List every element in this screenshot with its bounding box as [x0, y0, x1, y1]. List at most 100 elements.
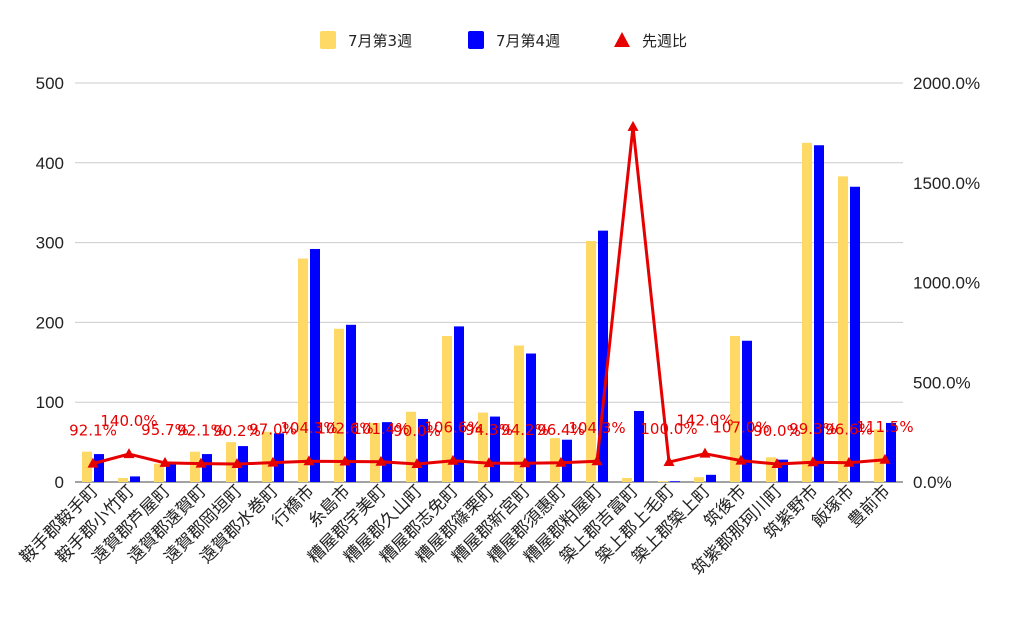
bar-week4: [886, 422, 896, 482]
bar-week3: [838, 176, 848, 482]
right-axis-tick-label: 500.0%: [913, 373, 971, 392]
bar-week3: [586, 241, 596, 482]
line-marker-triangle: [411, 458, 423, 469]
right-axis-tick-label: 2000.0%: [913, 74, 980, 93]
bar-week4: [202, 454, 212, 482]
line-marker-triangle: [627, 120, 639, 131]
right-axis-tick-label: 1000.0%: [913, 274, 980, 293]
bar-week4: [166, 464, 176, 482]
legend-swatch: [320, 31, 336, 49]
line-marker-triangle: [555, 456, 567, 467]
line-marker-triangle: [123, 448, 135, 459]
line-marker-triangle: [843, 456, 855, 467]
bar-week4: [670, 481, 680, 482]
left-axis-tick-label: 400: [36, 154, 64, 173]
data-label: 111.5%: [856, 418, 913, 436]
left-axis-tick-label: 0: [55, 473, 64, 492]
data-label: 94.2%: [501, 421, 549, 439]
line-marker-triangle: [375, 455, 387, 466]
right-axis-tick-label: 0.0%: [913, 473, 952, 492]
bar-week3: [334, 328, 344, 482]
bar-week3: [730, 335, 740, 482]
data-label: 106.6%: [424, 419, 481, 437]
bar-week4: [850, 186, 860, 483]
data-label: 92.1%: [177, 422, 225, 440]
legend-label: 7月第3週: [348, 32, 412, 50]
bar-week4: [778, 459, 788, 482]
data-label: 104.3%: [568, 419, 625, 437]
data-label: 90.0%: [753, 422, 801, 440]
line-marker-triangle: [87, 457, 99, 468]
line-marker-triangle: [483, 457, 495, 468]
bar-week4: [346, 324, 356, 482]
line-marker-triangle: [267, 456, 279, 467]
data-label: 107.0%: [712, 419, 769, 437]
line-marker-triangle: [447, 454, 459, 465]
bar-week4: [310, 248, 320, 482]
bar-week4: [454, 326, 464, 482]
line-marker-triangle: [159, 456, 171, 467]
line-marker-triangle: [519, 457, 531, 468]
line-marker-triangle: [303, 455, 315, 466]
data-label: 94.3%: [465, 421, 513, 439]
data-label: 90.0%: [393, 422, 441, 440]
line-marker-triangle: [699, 447, 711, 458]
left-axis-tick-label: 500: [36, 74, 64, 93]
line-week-over-week: [92, 125, 886, 466]
bar-week4: [274, 433, 284, 482]
bar-week4: [418, 418, 428, 482]
bar-week3: [766, 457, 776, 482]
data-label: 140.0%: [100, 412, 157, 430]
bar-week3: [118, 478, 128, 482]
left-axis-tick-label: 300: [36, 234, 64, 253]
right-axis-tick-label: 1500.0%: [913, 174, 980, 193]
line-marker-triangle: [195, 457, 207, 468]
bar-week4: [634, 410, 644, 482]
line-marker-triangle: [591, 455, 603, 466]
line-marker-triangle: [735, 454, 747, 465]
bar-week4: [598, 230, 608, 482]
bar-week3: [226, 442, 236, 482]
line-marker-triangle: [879, 453, 891, 464]
bar-week3: [82, 451, 92, 482]
data-label: 104.3%: [280, 419, 337, 437]
left-axis-tick-label: 100: [36, 393, 64, 412]
data-label: 101.4%: [352, 420, 409, 438]
line-marker-triangle: [231, 458, 243, 469]
data-label: 100.0%: [640, 420, 697, 438]
bar-week3: [442, 335, 452, 482]
bar-week4: [742, 340, 752, 482]
bar-week3: [550, 438, 560, 482]
data-label: 90.2%: [213, 422, 261, 440]
bar-week4: [94, 454, 104, 482]
data-label: 102.6%: [316, 420, 373, 438]
data-label: 97.0%: [249, 421, 297, 439]
bar-week3: [406, 411, 416, 482]
bar-week3: [190, 451, 200, 482]
bar-week3: [298, 258, 308, 482]
data-label: 99.3%: [789, 420, 837, 438]
bar-week3: [514, 345, 524, 482]
left-axis-tick-label: 200: [36, 313, 64, 332]
data-label: 142.0%: [676, 412, 733, 430]
bar-week4: [490, 416, 500, 482]
bar-week4: [706, 474, 716, 482]
bar-week4: [526, 353, 536, 482]
line-marker-triangle: [339, 455, 351, 466]
bar-week3: [874, 429, 884, 482]
bar-week3: [622, 478, 632, 482]
legend-swatch: [468, 31, 484, 49]
bar-week3: [262, 431, 272, 482]
data-label: 96.6%: [825, 421, 873, 439]
legend-triangle-swatch: [614, 32, 630, 47]
line-marker-triangle: [663, 456, 675, 467]
legend-label: 先週比: [642, 32, 687, 50]
legend-label: 7月第4週: [496, 32, 560, 50]
bar-week4: [562, 439, 572, 482]
bar-week4: [814, 145, 824, 482]
bar-week3: [370, 422, 380, 482]
bar-week3: [658, 481, 668, 482]
bar-week4: [130, 476, 140, 482]
data-label: 96.4%: [537, 421, 585, 439]
